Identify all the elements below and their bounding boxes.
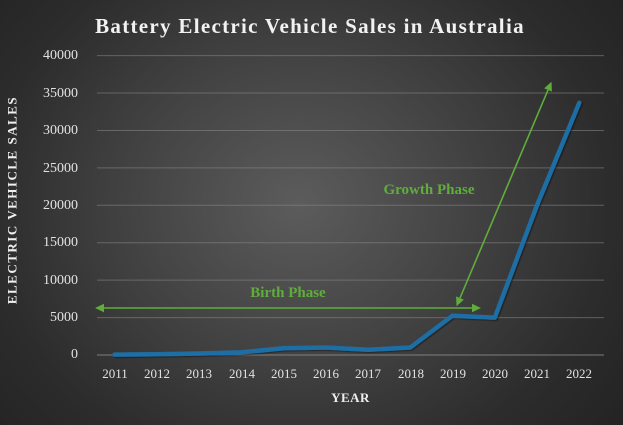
svg-text:Birth Phase: Birth Phase bbox=[250, 285, 326, 301]
svg-text:Growth Phase: Growth Phase bbox=[384, 182, 475, 198]
